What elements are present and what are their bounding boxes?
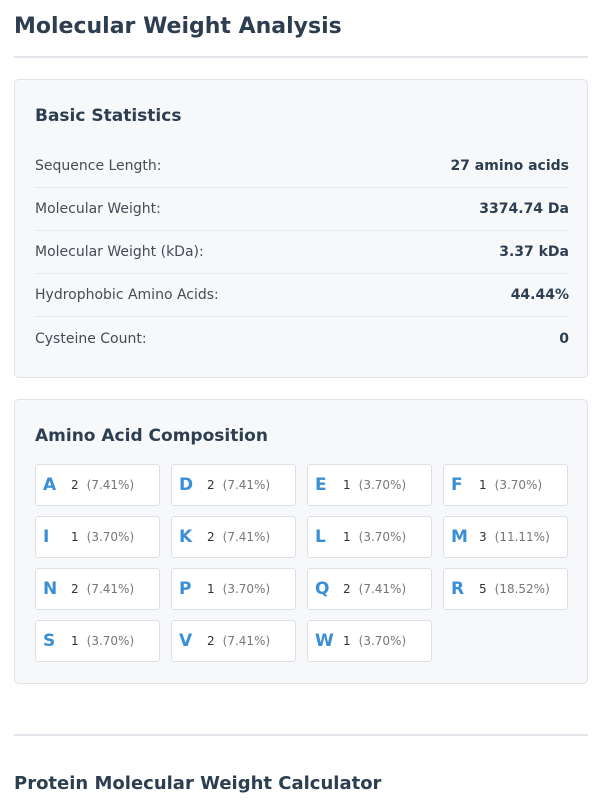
amino-acid-count: 2: [71, 478, 79, 492]
stat-label: Molecular Weight:: [35, 201, 161, 217]
amino-acid-letter: P: [179, 579, 192, 599]
stat-value: 27 amino acids: [450, 158, 569, 174]
amino-acid-count: 2: [207, 478, 215, 492]
section-divider: [14, 734, 588, 736]
stat-label: Cysteine Count:: [35, 330, 147, 347]
amino-acid-percent: (7.41%): [86, 582, 135, 596]
amino-acid-percent: (7.41%): [222, 530, 271, 544]
amino-acid-letter: M: [451, 527, 468, 547]
amino-acid-count: 2: [343, 582, 351, 596]
amino-acid-cell-q: Q 2 (7.41%): [307, 568, 432, 610]
amino-acid-count: 1: [71, 530, 79, 544]
amino-acid-count: 1: [343, 478, 351, 492]
amino-acid-percent: (18.52%): [494, 582, 550, 596]
amino-acid-cell-d: D 2 (7.41%): [171, 464, 296, 506]
amino-acid-cell-r: R 5 (18.52%): [443, 568, 568, 610]
amino-acid-count: 1: [71, 634, 79, 648]
stat-value: 3374.74 Da: [479, 201, 569, 217]
amino-acid-count: 1: [343, 634, 351, 648]
amino-acid-percent: (3.70%): [358, 634, 407, 648]
amino-acid-count: 3: [479, 530, 487, 544]
amino-acid-composition-card: Amino Acid Composition A 2 (7.41%) D 2 (7.41%…: [14, 399, 588, 684]
amino-acid-percent: (3.70%): [358, 530, 407, 544]
amino-acid-grid: A 2 (7.41%) D 2 (7.41%) E 1 (3.70%) F 1 (3.70%) I 1 (3…: [35, 464, 568, 662]
stat-row-hydrophobic: Hydrophobic Amino Acids: 44.44%: [35, 274, 569, 317]
stat-value: 3.37 kDa: [499, 244, 569, 260]
amino-acid-cell-s: S 1 (3.70%): [35, 620, 160, 662]
amino-acid-cell-n: N 2 (7.41%): [35, 568, 160, 610]
amino-acid-count: 2: [71, 582, 79, 596]
amino-acid-letter: D: [179, 475, 194, 495]
amino-acid-cell-f: F 1 (3.70%): [443, 464, 568, 506]
amino-acid-percent: (7.41%): [222, 478, 271, 492]
amino-acid-letter: F: [451, 475, 463, 495]
composition-title: Amino Acid Composition: [35, 426, 268, 446]
stat-label: Molecular Weight (kDa):: [35, 244, 204, 260]
page-title: Molecular Weight Analysis: [14, 14, 342, 39]
amino-acid-cell-a: A 2 (7.41%): [35, 464, 160, 506]
stat-value: 44.44%: [510, 287, 569, 303]
amino-acid-count: 1: [343, 530, 351, 544]
amino-acid-percent: (3.70%): [86, 530, 135, 544]
amino-acid-letter: A: [43, 475, 57, 495]
amino-acid-count: 1: [207, 582, 215, 596]
stat-value: 0: [559, 330, 569, 347]
stat-row-sequence-length: Sequence Length: 27 amino acids: [35, 145, 569, 188]
amino-acid-cell-l: L 1 (3.70%): [307, 516, 432, 558]
basic-statistics-title: Basic Statistics: [35, 106, 182, 126]
amino-acid-percent: (3.70%): [222, 582, 271, 596]
stat-row-molecular-weight: Molecular Weight: 3374.74 Da: [35, 188, 569, 231]
basic-statistics-card: Basic Statistics Sequence Length: 27 ami…: [14, 79, 588, 378]
amino-acid-letter: E: [315, 475, 327, 495]
title-divider: [14, 56, 588, 58]
calculator-section-title: Protein Molecular Weight Calculator: [14, 773, 382, 794]
stat-label: Sequence Length:: [35, 158, 162, 174]
stat-list: Sequence Length: 27 amino acids Molecula…: [35, 145, 569, 360]
amino-acid-percent: (7.41%): [222, 634, 271, 648]
amino-acid-cell-w: W 1 (3.70%): [307, 620, 432, 662]
amino-acid-letter: S: [43, 631, 56, 651]
amino-acid-cell-i: I 1 (3.70%): [35, 516, 160, 558]
amino-acid-letter: L: [315, 527, 326, 547]
amino-acid-count: 2: [207, 634, 215, 648]
stat-row-cysteine-count: Cysteine Count: 0: [35, 317, 569, 360]
amino-acid-percent: (3.70%): [494, 478, 543, 492]
amino-acid-cell-e: E 1 (3.70%): [307, 464, 432, 506]
amino-acid-count: 5: [479, 582, 487, 596]
amino-acid-letter: N: [43, 579, 58, 599]
amino-acid-count: 1: [479, 478, 487, 492]
amino-acid-percent: (3.70%): [86, 634, 135, 648]
amino-acid-cell-k: K 2 (7.41%): [171, 516, 296, 558]
amino-acid-cell-p: P 1 (3.70%): [171, 568, 296, 610]
amino-acid-letter: Q: [315, 579, 330, 599]
stat-row-molecular-weight-kda: Molecular Weight (kDa): 3.37 kDa: [35, 231, 569, 274]
amino-acid-letter: I: [43, 527, 50, 547]
amino-acid-percent: (7.41%): [358, 582, 407, 596]
amino-acid-letter: K: [179, 527, 193, 547]
amino-acid-percent: (7.41%): [86, 478, 135, 492]
amino-acid-letter: R: [451, 579, 465, 599]
amino-acid-letter: W: [315, 631, 334, 651]
amino-acid-count: 2: [207, 530, 215, 544]
amino-acid-percent: (3.70%): [358, 478, 407, 492]
amino-acid-cell-m: M 3 (11.11%): [443, 516, 568, 558]
amino-acid-percent: (11.11%): [494, 530, 550, 544]
stat-label: Hydrophobic Amino Acids:: [35, 287, 219, 303]
amino-acid-cell-v: V 2 (7.41%): [171, 620, 296, 662]
amino-acid-letter: V: [179, 631, 193, 651]
